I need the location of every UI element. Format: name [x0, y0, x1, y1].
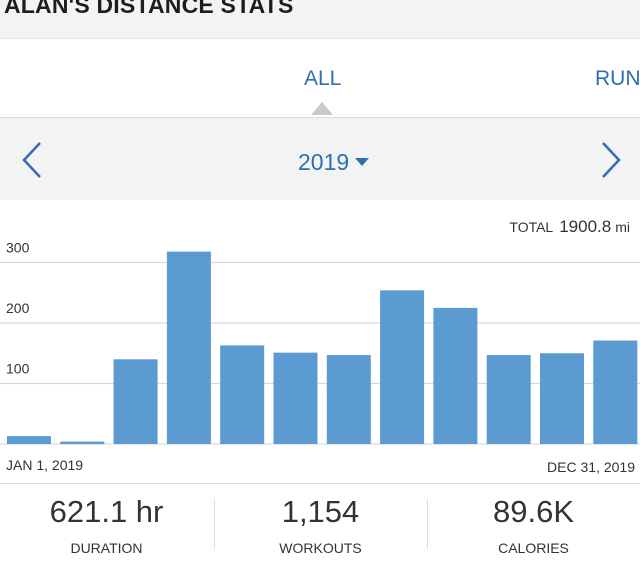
- duration-value: 621.1 hr: [49, 494, 164, 529]
- distance-chart: TOTAL 1900.8 mi 100 200 300 JAN 1, 2019 DEC …: [0, 200, 640, 482]
- stat-workouts: 1,154 WORKOUTS: [214, 484, 427, 564]
- total-unit: mi: [615, 219, 630, 235]
- period-selector: 2019: [0, 117, 640, 201]
- active-tab-indicator: [311, 102, 333, 115]
- calories-value: 89.6K: [492, 494, 574, 529]
- chevron-left-icon[interactable]: [18, 140, 48, 180]
- bar-feb: [60, 441, 105, 444]
- y-tick-label: 100: [6, 361, 30, 377]
- caret-down-icon: [355, 158, 370, 166]
- activity-tabs: ALL RUN: [0, 39, 640, 117]
- bar-mar: [113, 359, 158, 444]
- total-value: 1900.8: [559, 217, 612, 236]
- stat-divider: [214, 499, 215, 549]
- calories-label: CALORIES: [498, 540, 569, 556]
- stat-divider: [427, 499, 428, 549]
- bar-oct: [486, 355, 531, 444]
- bar-nov: [540, 353, 584, 444]
- total-label: TOTAL: [509, 219, 554, 235]
- bar-aug: [380, 290, 425, 444]
- year-dropdown[interactable]: 2019: [298, 147, 370, 177]
- bar-apr: [166, 251, 211, 444]
- tab-all[interactable]: ALL: [304, 67, 342, 90]
- stat-duration: 621.1 hr DURATION: [0, 484, 213, 564]
- x-end-label: DEC 31, 2019: [547, 459, 635, 475]
- bar-jul: [326, 355, 371, 444]
- bar-chart: 100 200 300 JAN 1, 2019 DEC 31, 2019: [0, 240, 640, 475]
- y-tick-label: 300: [6, 240, 30, 256]
- bar-sep: [433, 307, 478, 444]
- tab-run[interactable]: RUN: [595, 67, 640, 90]
- total-distance: TOTAL 1900.8 mi: [509, 217, 630, 237]
- y-tick-label: 200: [6, 300, 30, 316]
- workouts-label: WORKOUTS: [279, 540, 362, 556]
- stat-calories: 89.6K CALORIES: [427, 484, 640, 564]
- bar-jun: [273, 352, 318, 444]
- bar-jan: [7, 436, 51, 444]
- summary-stats: 621.1 hr DURATION 1,154 WORKOUTS 89.6K C…: [0, 483, 640, 564]
- x-start-label: JAN 1, 2019: [6, 457, 83, 473]
- page-title: ALAN'S DISTANCE STATS: [4, 0, 294, 18]
- year-label: 2019: [298, 148, 350, 175]
- bar-dec: [593, 340, 638, 444]
- chevron-right-icon[interactable]: [595, 140, 625, 180]
- bar-may: [220, 345, 265, 444]
- app-header: ALAN'S DISTANCE STATS: [0, 0, 640, 39]
- duration-label: DURATION: [70, 540, 143, 556]
- workouts-value: 1,154: [281, 494, 360, 529]
